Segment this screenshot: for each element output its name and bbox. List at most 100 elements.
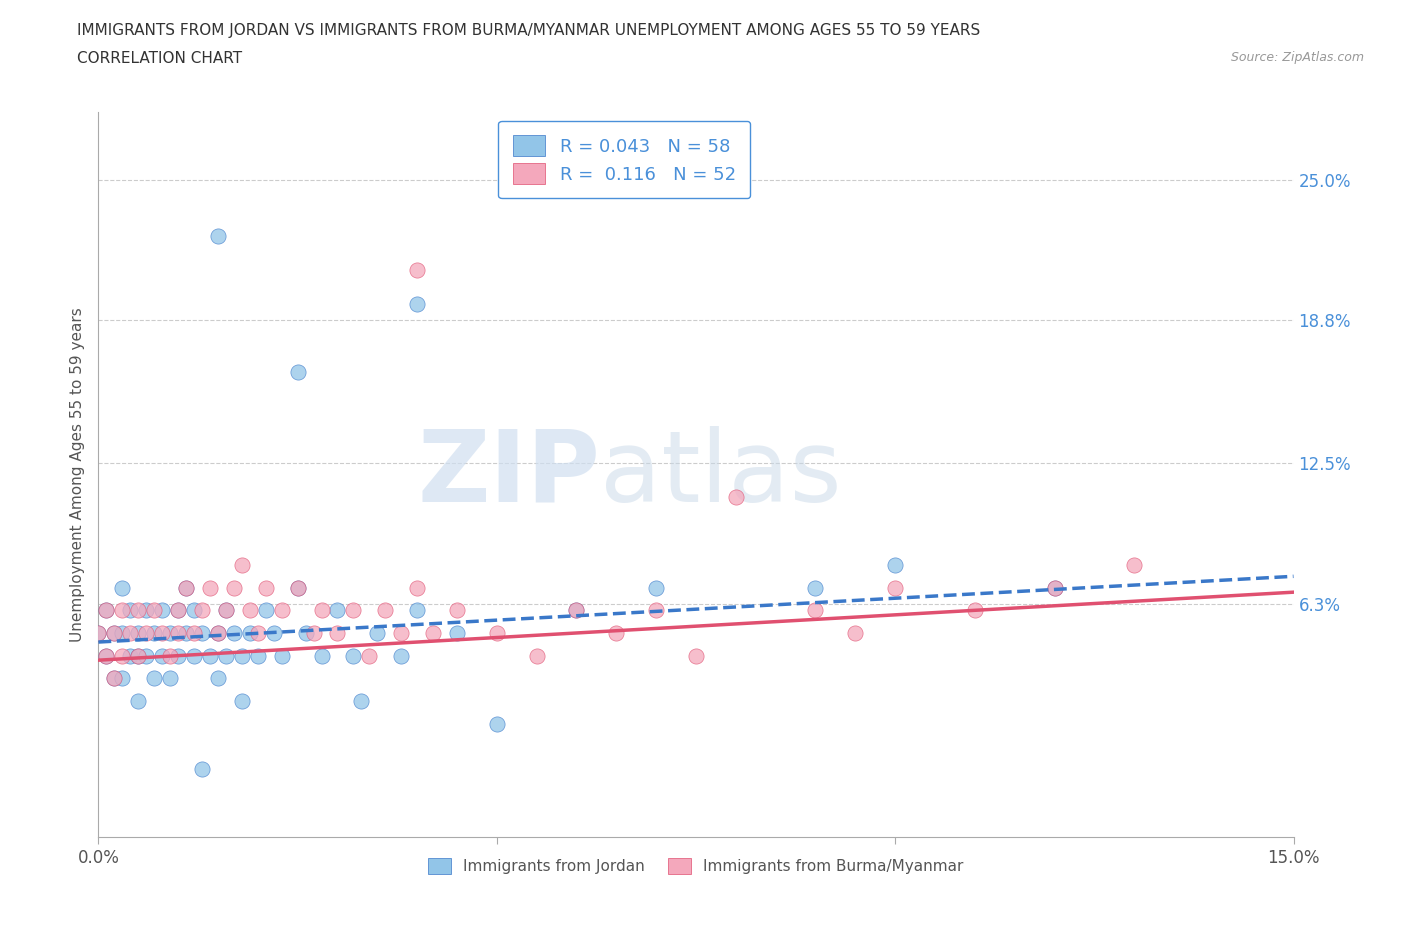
Point bbox=[263, 626, 285, 641]
Point bbox=[884, 580, 907, 595]
Point bbox=[111, 626, 134, 641]
Point bbox=[183, 603, 205, 618]
Point bbox=[302, 626, 325, 641]
Point bbox=[446, 626, 468, 641]
Point bbox=[150, 626, 173, 641]
Point bbox=[135, 603, 157, 618]
Point bbox=[254, 603, 277, 618]
Point bbox=[724, 489, 747, 504]
Point bbox=[120, 603, 142, 618]
Point bbox=[167, 603, 190, 618]
Point bbox=[143, 671, 166, 685]
Point bbox=[406, 263, 429, 278]
Text: IMMIGRANTS FROM JORDAN VS IMMIGRANTS FROM BURMA/MYANMAR UNEMPLOYMENT AMONG AGES : IMMIGRANTS FROM JORDAN VS IMMIGRANTS FRO… bbox=[77, 23, 980, 38]
Point bbox=[174, 626, 197, 641]
Point bbox=[844, 626, 866, 641]
Point bbox=[254, 580, 277, 595]
Point bbox=[207, 671, 229, 685]
Point bbox=[565, 603, 588, 618]
Point bbox=[174, 580, 197, 595]
Point bbox=[174, 580, 197, 595]
Point bbox=[366, 626, 388, 641]
Point bbox=[159, 626, 181, 641]
Point bbox=[87, 626, 110, 641]
Point bbox=[127, 648, 149, 663]
Point bbox=[342, 603, 364, 618]
Point bbox=[215, 603, 238, 618]
Point bbox=[111, 580, 134, 595]
Point bbox=[103, 626, 125, 641]
Point bbox=[222, 580, 245, 595]
Point bbox=[1123, 557, 1146, 572]
Point bbox=[326, 626, 349, 641]
Point bbox=[804, 603, 827, 618]
Point bbox=[270, 603, 292, 618]
Text: atlas: atlas bbox=[600, 426, 842, 523]
Point bbox=[485, 716, 508, 731]
Point bbox=[120, 648, 142, 663]
Point bbox=[183, 648, 205, 663]
Point bbox=[326, 603, 349, 618]
Point bbox=[406, 297, 429, 312]
Point bbox=[422, 626, 444, 641]
Point bbox=[215, 603, 238, 618]
Point bbox=[87, 626, 110, 641]
Point bbox=[103, 671, 125, 685]
Point bbox=[231, 557, 253, 572]
Point bbox=[287, 580, 309, 595]
Point bbox=[198, 648, 221, 663]
Point bbox=[159, 648, 181, 663]
Point bbox=[287, 580, 309, 595]
Point bbox=[127, 648, 149, 663]
Point bbox=[246, 648, 269, 663]
Text: CORRELATION CHART: CORRELATION CHART bbox=[77, 51, 242, 66]
Point bbox=[231, 694, 253, 709]
Text: Source: ZipAtlas.com: Source: ZipAtlas.com bbox=[1230, 51, 1364, 64]
Point bbox=[111, 648, 134, 663]
Point bbox=[565, 603, 588, 618]
Point bbox=[231, 648, 253, 663]
Point bbox=[884, 557, 907, 572]
Point bbox=[183, 626, 205, 641]
Point bbox=[120, 626, 142, 641]
Point bbox=[127, 626, 149, 641]
Point bbox=[294, 626, 316, 641]
Point bbox=[1043, 580, 1066, 595]
Point bbox=[645, 580, 668, 595]
Legend: Immigrants from Jordan, Immigrants from Burma/Myanmar: Immigrants from Jordan, Immigrants from … bbox=[422, 852, 970, 880]
Point bbox=[207, 626, 229, 641]
Point bbox=[389, 626, 412, 641]
Point bbox=[374, 603, 396, 618]
Point bbox=[605, 626, 627, 641]
Point bbox=[246, 626, 269, 641]
Point bbox=[215, 648, 238, 663]
Point bbox=[111, 603, 134, 618]
Point bbox=[207, 229, 229, 244]
Point bbox=[287, 365, 309, 379]
Point bbox=[804, 580, 827, 595]
Point bbox=[96, 648, 118, 663]
Point bbox=[127, 603, 149, 618]
Point bbox=[311, 648, 333, 663]
Point bbox=[350, 694, 373, 709]
Point bbox=[645, 603, 668, 618]
Point bbox=[485, 626, 508, 641]
Point bbox=[96, 648, 118, 663]
Point bbox=[191, 762, 214, 777]
Point bbox=[963, 603, 986, 618]
Point bbox=[96, 603, 118, 618]
Point bbox=[150, 648, 173, 663]
Point bbox=[685, 648, 707, 663]
Point bbox=[159, 671, 181, 685]
Point bbox=[143, 603, 166, 618]
Point bbox=[1043, 580, 1066, 595]
Point bbox=[167, 626, 190, 641]
Y-axis label: Unemployment Among Ages 55 to 59 years: Unemployment Among Ages 55 to 59 years bbox=[69, 307, 84, 642]
Point bbox=[135, 648, 157, 663]
Point bbox=[191, 603, 214, 618]
Point bbox=[167, 648, 190, 663]
Point bbox=[96, 603, 118, 618]
Point bbox=[359, 648, 381, 663]
Point bbox=[135, 626, 157, 641]
Point bbox=[389, 648, 412, 663]
